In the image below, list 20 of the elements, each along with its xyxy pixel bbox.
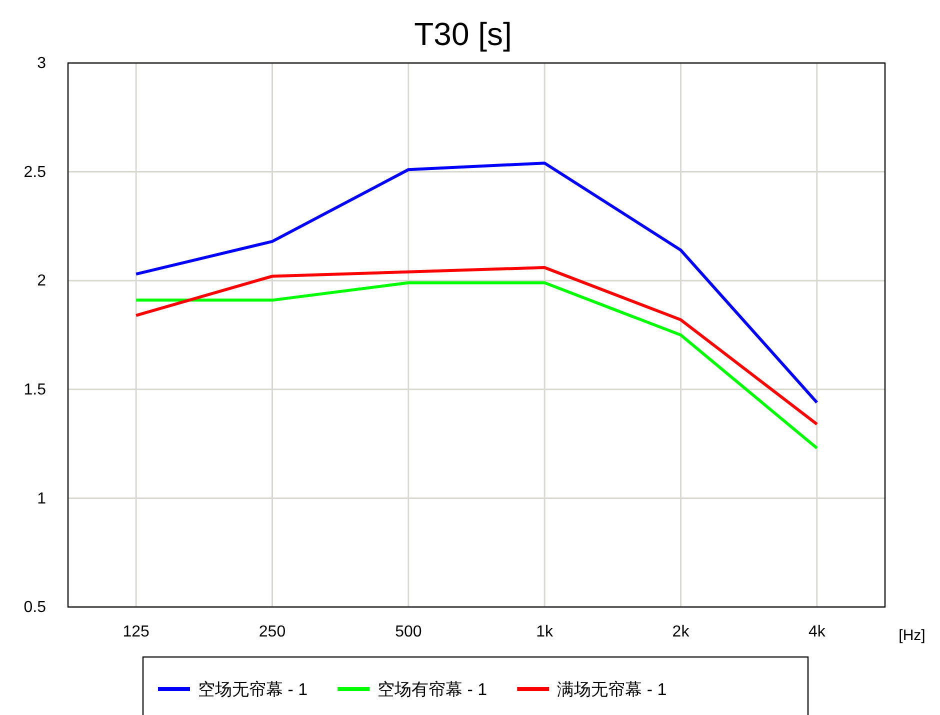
- y-tick-label: 1.5: [24, 382, 46, 399]
- x-tick-label: 250: [258, 623, 286, 640]
- x-tick-label: 2k: [672, 623, 690, 640]
- x-tick-label: 1k: [536, 623, 554, 640]
- x-tick-label: 125: [122, 623, 150, 640]
- y-tick-label: 3: [37, 55, 46, 72]
- chart-title: T30 [s]: [414, 16, 512, 52]
- y-tick-label: 2.5: [24, 164, 46, 181]
- line-series: [134, 162, 818, 404]
- line-series: [134, 266, 818, 426]
- y-tick-label: 2: [37, 272, 46, 290]
- line-series: [134, 281, 818, 450]
- y-tick-label: 1: [37, 490, 46, 508]
- legend-label: 空场有帘幕 - 1: [378, 680, 488, 699]
- x-tick-label: 500: [395, 623, 422, 640]
- legend-label: 空场无帘幕 - 1: [198, 680, 308, 699]
- x-tick-label: 4k: [808, 623, 826, 640]
- y-tick-label: 0.5: [24, 599, 46, 616]
- legend-label: 满场无帘幕 - 1: [557, 680, 667, 699]
- x-axis-title: [Hz]: [898, 627, 926, 644]
